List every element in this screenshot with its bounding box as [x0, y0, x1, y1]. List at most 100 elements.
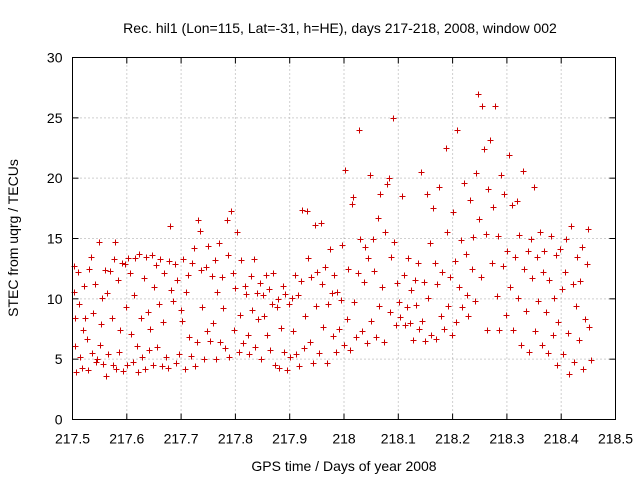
data-point	[541, 248, 548, 255]
data-point	[105, 351, 112, 358]
data-point	[246, 351, 253, 358]
data-point	[159, 363, 166, 370]
data-point	[584, 261, 591, 268]
data-point	[134, 343, 141, 350]
data-point	[351, 299, 358, 306]
data-point	[452, 258, 459, 265]
data-point	[117, 327, 124, 334]
data-point	[226, 354, 233, 361]
y-tick-label: 10	[47, 291, 63, 307]
data-point	[458, 237, 465, 244]
data-point	[376, 303, 383, 310]
data-point	[286, 301, 293, 308]
data-point	[580, 366, 587, 373]
data-point	[361, 279, 368, 286]
data-point	[255, 316, 262, 323]
data-point	[94, 356, 101, 363]
x-tick-label: 217.9	[272, 431, 307, 447]
data-point	[201, 356, 208, 363]
data-point	[138, 315, 145, 322]
x-tick-label: 218.2	[435, 431, 470, 447]
data-point	[275, 296, 282, 303]
data-point	[557, 246, 564, 253]
data-point	[503, 312, 510, 319]
data-point	[401, 272, 408, 279]
data-point	[546, 277, 553, 284]
data-point	[142, 366, 149, 373]
data-point	[371, 268, 378, 275]
x-axis-title: GPS time / Days of year 2008	[251, 458, 436, 474]
data-point	[176, 351, 183, 358]
data-point	[257, 280, 264, 287]
data-point	[143, 254, 150, 261]
data-point	[443, 145, 450, 152]
data-point	[571, 359, 578, 366]
data-point	[391, 239, 398, 246]
data-point	[370, 236, 377, 243]
data-point	[472, 298, 479, 305]
data-point	[242, 283, 249, 290]
data-point	[445, 303, 452, 310]
data-point	[270, 270, 277, 277]
data-point	[313, 303, 320, 310]
data-point	[289, 295, 296, 302]
data-point	[115, 277, 122, 284]
data-point	[219, 274, 226, 281]
data-point	[236, 349, 243, 356]
data-point	[319, 281, 326, 288]
y-tick-label: 25	[47, 110, 63, 126]
data-point	[586, 324, 593, 331]
data-point	[573, 303, 580, 310]
data-point	[563, 236, 570, 243]
data-point	[174, 277, 181, 284]
data-point	[510, 327, 517, 334]
data-point	[422, 338, 429, 345]
data-point	[304, 208, 311, 215]
data-point	[204, 328, 211, 335]
data-point	[331, 272, 338, 279]
data-point	[172, 261, 179, 268]
data-point	[585, 226, 592, 233]
data-point	[73, 369, 80, 376]
data-point	[390, 115, 397, 122]
data-point	[245, 332, 252, 339]
data-point	[76, 301, 83, 308]
data-point	[329, 290, 336, 297]
data-point	[293, 351, 300, 358]
data-point	[408, 287, 415, 294]
data-point	[260, 292, 267, 299]
data-point	[96, 239, 103, 246]
data-point	[231, 327, 238, 334]
data-point	[89, 350, 96, 357]
data-point	[402, 322, 409, 329]
data-point	[316, 350, 323, 357]
data-point	[338, 297, 345, 304]
data-point	[438, 313, 445, 320]
data-point	[554, 362, 561, 369]
data-point	[428, 332, 435, 339]
y-tick-label: 30	[47, 50, 63, 66]
x-tick-labels: 217.5 217.6 217.7 217.8 217.9 218 218.1 218.2 21…	[55, 431, 633, 447]
data-point	[421, 279, 428, 286]
data-point	[588, 357, 595, 364]
data-point	[405, 255, 412, 262]
data-point	[299, 207, 306, 214]
data-point	[356, 127, 363, 134]
data-point	[463, 251, 470, 258]
data-point	[518, 342, 525, 349]
data-point	[269, 301, 276, 308]
data-point	[436, 184, 443, 191]
data-point	[232, 285, 239, 292]
x-tick-label: 218.1	[381, 431, 416, 447]
data-point	[308, 274, 315, 281]
data-point	[194, 339, 201, 346]
data-point	[515, 295, 522, 302]
data-point	[521, 266, 528, 273]
data-point	[484, 327, 491, 334]
data-point	[404, 304, 411, 311]
data-point	[272, 362, 279, 369]
data-point	[145, 309, 152, 316]
data-point	[416, 326, 423, 333]
data-point	[582, 316, 589, 323]
data-point	[230, 270, 237, 277]
